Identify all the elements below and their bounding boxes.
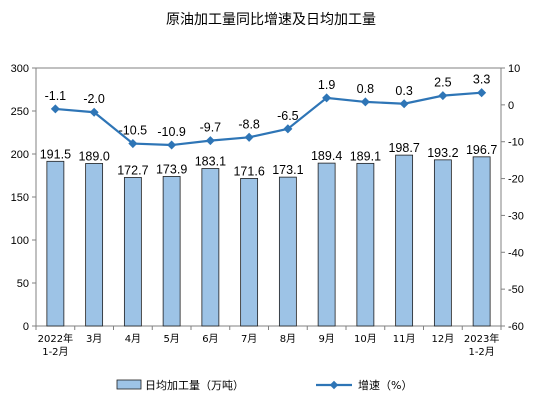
line-value-label: 3.3	[473, 73, 490, 87]
line-value-label: -10.5	[119, 124, 148, 138]
bar	[278, 176, 297, 327]
bar	[162, 176, 181, 327]
x-tick-label: 1-2月	[468, 346, 494, 358]
x-tick-label: 6月	[202, 333, 218, 345]
left-tick-label: 50	[17, 278, 29, 290]
left-tick-label: 300	[11, 63, 29, 75]
right-tick-label: -10	[508, 137, 524, 149]
legend: 日均加工量（万吨） 增速（%）	[116, 378, 412, 392]
line-point	[322, 93, 332, 103]
line-point	[167, 140, 177, 150]
bar	[46, 160, 65, 327]
bar-value-label: 189.4	[311, 149, 342, 163]
left-tick-label: 250	[11, 106, 29, 118]
line-point	[205, 136, 215, 146]
x-tick-label: 8月	[280, 333, 296, 345]
line-value-label: 0.3	[395, 84, 412, 98]
line-series: -1.1 -2.0 -10.5 -10.9 -9.7 -8.8 -6.5 1.9 0.8 0.3 2…	[45, 73, 490, 150]
bar	[317, 162, 336, 327]
bar-value-label: 198.7	[388, 141, 419, 155]
bar-series: 191.5 189.0 172.7 173.9 183.1 171.6 173.1 189.4…	[40, 141, 497, 327]
line-point	[244, 132, 254, 142]
line-point	[128, 139, 138, 149]
x-tick-label: 11月	[393, 333, 416, 345]
x-tick-label: 10月	[354, 333, 377, 345]
line-value-label: -8.8	[238, 117, 260, 131]
bar	[201, 168, 220, 327]
x-tick-label: 2023年	[464, 332, 499, 345]
bar	[395, 154, 414, 327]
x-tick-label: 5月	[163, 333, 179, 345]
bar	[472, 156, 491, 327]
left-tick-label: 150	[11, 192, 29, 204]
line-value-label: 0.8	[357, 82, 374, 96]
legend-bar-swatch	[116, 379, 142, 390]
bar-value-label: 191.5	[40, 147, 71, 161]
right-tick-label: 10	[508, 63, 520, 75]
line-point	[50, 104, 60, 114]
line-point	[438, 91, 448, 101]
line-value-label: 2.5	[434, 76, 451, 90]
right-tick-label: -60	[508, 321, 524, 333]
line-value-label: -9.7	[200, 121, 222, 135]
x-tick-label: 12月	[432, 333, 455, 345]
x-tick-label: 9月	[318, 333, 334, 345]
line-point	[477, 88, 487, 98]
line-point	[360, 97, 370, 107]
legend-bar-label: 日均加工量（万吨）	[145, 379, 244, 392]
right-tick-label: 0	[508, 100, 514, 112]
x-tick-label: 1-2月	[42, 346, 68, 358]
bar-value-label: 173.9	[156, 162, 187, 176]
right-tick-label: -50	[508, 284, 524, 296]
bar-value-label: 189.0	[78, 149, 109, 163]
line-value-label: -1.1	[45, 89, 67, 103]
left-tick-label: 100	[11, 235, 29, 247]
line-value-label: -10.9	[157, 125, 186, 139]
bar-value-label: 171.6	[233, 164, 264, 178]
right-tick-label: -40	[508, 247, 524, 259]
x-tick-label: 7月	[241, 333, 257, 345]
line-value-label: 1.9	[318, 78, 335, 92]
bar-value-label: 189.1	[350, 149, 381, 163]
x-tick-label: 2022年	[38, 332, 73, 345]
bar	[85, 163, 104, 327]
legend-line-label: 增速（%）	[358, 378, 412, 392]
left-tick-label: 0	[23, 321, 29, 333]
x-tick-label: 3月	[86, 333, 102, 345]
legend-line-marker	[329, 380, 339, 390]
x-tick-label: 4月	[125, 333, 141, 345]
bar-value-label: 193.2	[427, 146, 458, 160]
bar-value-label: 172.7	[117, 163, 148, 177]
bar-value-label: 196.7	[466, 143, 497, 157]
left-tick-label: 200	[11, 149, 29, 161]
chart-title: 原油加工量同比增速及日均加工量	[166, 12, 376, 28]
bar	[123, 177, 142, 327]
bar	[356, 162, 375, 327]
line-value-label: -2.0	[83, 92, 105, 106]
bar-value-label: 183.1	[195, 155, 226, 169]
line-value-label: -6.5	[277, 109, 299, 123]
line-point	[89, 107, 99, 117]
right-tick-label: -30	[508, 210, 524, 222]
axes: 0 50 100 150 200 250 300 -60 -50 -40 -30 -20 -10 0 10 2…	[11, 63, 524, 358]
bar-value-label: 173.1	[272, 163, 303, 177]
bar	[240, 178, 259, 327]
bar	[433, 159, 452, 327]
growth-line	[55, 91, 482, 147]
line-point	[399, 99, 409, 109]
right-tick-label: -20	[508, 174, 524, 186]
